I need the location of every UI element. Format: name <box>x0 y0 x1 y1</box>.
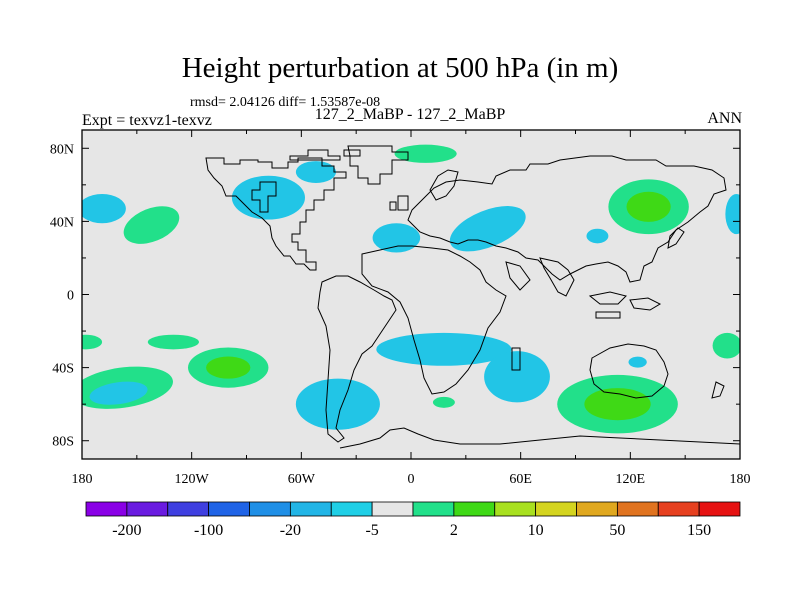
lon-tick-label: 60E <box>509 472 532 487</box>
anomaly-core-10 <box>206 356 251 379</box>
colorbar: -200 -100 -20 -5 2 10 50 150 <box>85 501 741 539</box>
colorbar-box <box>535 501 577 517</box>
axis-ticks: 80N 40N 0 40S 80S 180 120W 60W 0 60E 120E 180 <box>50 130 751 487</box>
colorbar-box <box>85 501 128 517</box>
colorbar-label: 10 <box>528 522 544 539</box>
lon-tick-label: 180 <box>730 472 751 487</box>
lon-tick-label: 0 <box>408 472 415 487</box>
colorbar-box <box>126 501 169 517</box>
positive-anomaly-18 <box>432 396 455 408</box>
coastline-north-america <box>205 157 347 271</box>
coastline-south-america <box>317 275 397 443</box>
coastline-new-zealand <box>711 381 725 399</box>
colorbar-label: -20 <box>280 522 301 539</box>
colorbar-box <box>453 501 496 517</box>
positive-anomaly-14 <box>147 334 199 350</box>
coastline-arctic-islands <box>289 149 361 161</box>
coastline-greenland <box>347 145 409 185</box>
anomaly-field <box>82 144 740 434</box>
coastline-eurasia <box>407 155 727 283</box>
negative-anomaly-12 <box>89 381 148 405</box>
colorbar-box <box>657 501 700 517</box>
colorbar-box <box>289 501 332 517</box>
coastlines <box>205 145 740 449</box>
negative-anomaly-16 <box>376 332 512 366</box>
negative-anomaly-15 <box>295 378 380 430</box>
lat-tick-label: 0 <box>67 289 74 304</box>
coastline-scandinavia <box>429 169 459 201</box>
lat-tick-label: 80N <box>50 142 74 157</box>
lat-tick-label: 80S <box>52 435 74 450</box>
coastline-australia <box>589 343 669 399</box>
lon-tick-label: 60W <box>288 472 316 487</box>
colorbar-box <box>576 501 618 517</box>
coastline-madagascar <box>511 347 521 371</box>
coastline-japan <box>667 227 685 249</box>
colorbar-box <box>208 501 250 517</box>
colorbar-box <box>412 501 455 517</box>
coastline-africa <box>361 245 507 395</box>
positive-anomaly-13 <box>82 334 103 350</box>
lon-tick-label: 120W <box>175 472 210 487</box>
lat-tick-label: 40N <box>50 215 74 230</box>
coastline-indonesia <box>588 291 662 319</box>
colorbar-box <box>698 501 741 517</box>
coastline-india <box>505 257 575 297</box>
season-label: ANN <box>707 110 742 127</box>
case-pair-label: 127_2_MaBP - 127_2_MaBP <box>314 106 506 123</box>
negative-anomaly-5 <box>372 223 421 253</box>
colorbar-label: 150 <box>687 522 711 539</box>
colorbar-box <box>371 501 414 517</box>
colorbar-label: -200 <box>112 522 141 539</box>
plot-title: Height perturbation at 500 hPa (in m) <box>181 52 619 84</box>
lon-tick-label: 180 <box>72 472 93 487</box>
stats-line: rmsd= 2.04126 diff= 1.53587e-08 <box>190 95 381 110</box>
negative-anomaly-17 <box>484 351 550 403</box>
colorbar-box <box>330 501 373 517</box>
negative-anomaly-3 <box>295 161 337 184</box>
coastline-hudson-bay <box>251 181 277 213</box>
colorbar-label: 2 <box>450 522 458 539</box>
negative-anomaly-7 <box>586 228 609 244</box>
experiment-label: Expt = texvz1-texvz <box>82 112 212 129</box>
negative-anomaly-21 <box>628 356 647 368</box>
negative-anomaly-1 <box>82 193 126 224</box>
colorbar-box <box>494 501 537 517</box>
lon-tick-label: 120E <box>616 472 646 487</box>
colorbar-label: -100 <box>194 522 223 539</box>
colorbar-label: 50 <box>609 522 625 539</box>
colorbar-label: -5 <box>365 522 378 539</box>
coastline-antarctica <box>339 427 740 449</box>
anomaly-core-8 <box>626 191 671 222</box>
negative-anomaly-9 <box>725 193 740 235</box>
positive-anomaly-20 <box>712 332 740 359</box>
colorbar-box <box>249 501 291 517</box>
coastline-british-isles <box>389 195 409 211</box>
colorbar-box <box>167 501 210 517</box>
lat-tick-label: 40S <box>52 362 74 377</box>
positive-anomaly-0 <box>123 206 180 244</box>
anomaly-core-19 <box>584 388 651 421</box>
positive-anomaly-4 <box>394 144 457 163</box>
colorbar-box <box>616 501 659 517</box>
